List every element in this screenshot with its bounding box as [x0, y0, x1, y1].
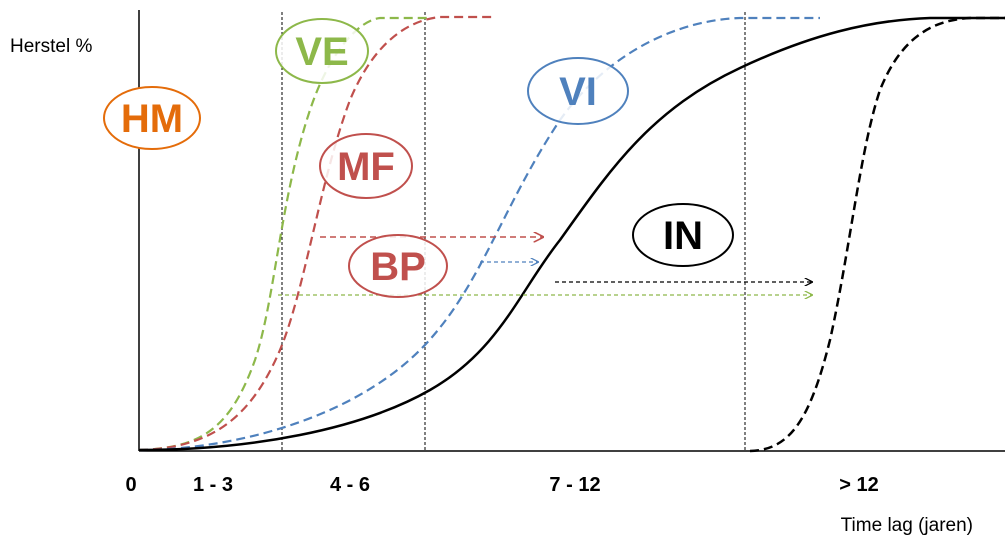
x-axis-label: Time lag (jaren) [841, 515, 973, 536]
badge-hm-label: HM [121, 97, 183, 141]
badge-bp: BP [348, 234, 448, 298]
badge-mf-label: MF [337, 145, 395, 189]
tick-label-7-12: 7 - 12 [549, 474, 600, 496]
curve-vi [138, 16, 820, 452]
y-axis-label: Herstel % [10, 36, 92, 57]
badge-vi: VI [527, 57, 629, 125]
tick-label-0: 0 [125, 474, 136, 496]
badge-bp-label: BP [370, 245, 426, 289]
badge-in: IN [632, 203, 734, 267]
curve-in [138, 16, 1005, 452]
curve-mf [138, 15, 492, 452]
tick-label-4-6: 4 - 6 [330, 474, 370, 496]
badge-in-label: IN [663, 214, 703, 258]
badge-hm: HM [103, 86, 201, 150]
tick-label-gt-12: > 12 [839, 474, 878, 496]
badge-ve-label: VE [295, 30, 348, 74]
badge-ve: VE [275, 18, 369, 84]
badge-vi-label: VI [559, 70, 597, 114]
badge-mf: MF [319, 133, 413, 199]
curve-ve [138, 16, 430, 452]
tick-label-1-3: 1 - 3 [193, 474, 233, 496]
curve-late [749, 16, 1005, 453]
